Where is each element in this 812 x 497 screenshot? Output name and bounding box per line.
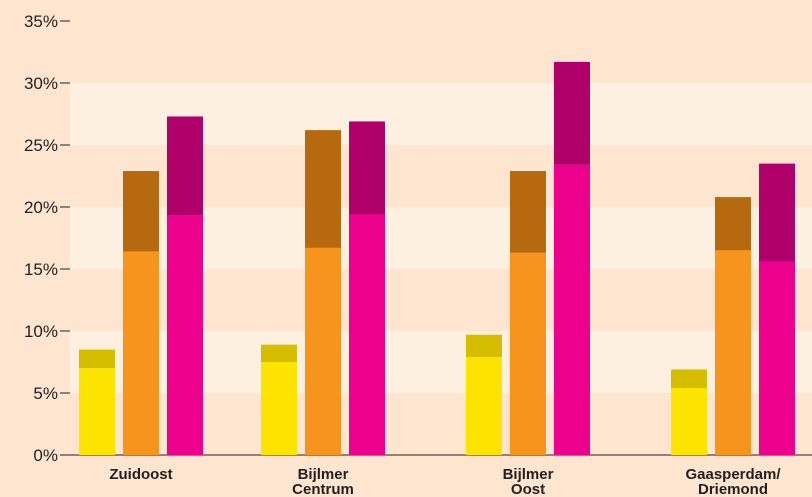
- y-tick-label: 5%: [33, 384, 58, 403]
- category-label-line: Driemond: [698, 481, 768, 497]
- category-label: Zuidoost: [109, 466, 172, 483]
- bar-segment-upper: [554, 61, 590, 165]
- category-label: Bijlmer Centrum: [292, 466, 354, 497]
- bar-segment-lower: [466, 357, 502, 455]
- y-tick-label: 10%: [24, 322, 58, 341]
- bar-segment-lower: [79, 368, 115, 455]
- bars: [79, 61, 795, 455]
- y-tick-label: 15%: [24, 260, 58, 279]
- y-tick-label: 0%: [33, 446, 58, 465]
- category-label-line: Bijlmer: [298, 466, 349, 483]
- bar-segment-lower: [715, 250, 751, 455]
- category-label-line: Bijlmer: [503, 466, 554, 483]
- bar-segment-upper: [79, 349, 115, 369]
- y-tick-label: 20%: [24, 198, 58, 217]
- category-label: Bijlmer Oost: [503, 466, 554, 497]
- bar-segment-lower: [349, 214, 385, 455]
- bar-segment-upper: [349, 121, 385, 215]
- category-label-line: Centrum: [292, 481, 354, 497]
- bar-segment-lower: [305, 247, 341, 455]
- category-label-line: Oost: [511, 481, 545, 497]
- bar-segment-upper: [167, 116, 203, 216]
- bar-segment-upper: [759, 163, 795, 262]
- bar-segment-upper: [671, 369, 707, 389]
- y-tick-label: 35%: [24, 12, 58, 31]
- bar-segment-lower: [554, 164, 590, 455]
- bar-segment-upper: [715, 197, 751, 251]
- bar-segment-lower: [261, 362, 297, 455]
- category-label: Gaasperdam/Driemond: [685, 466, 781, 497]
- bar-segment-upper: [510, 171, 546, 253]
- bar-segment-upper: [466, 334, 502, 358]
- bar-segment-upper: [305, 130, 341, 248]
- bar-segment-lower: [759, 261, 795, 455]
- bar-segment-lower: [510, 252, 546, 455]
- bar-segment-lower: [671, 388, 707, 455]
- y-tick-label: 30%: [24, 74, 58, 93]
- bar-segment-lower: [167, 215, 203, 455]
- y-tick-label: 25%: [24, 136, 58, 155]
- category-label-line: Zuidoost: [109, 466, 172, 483]
- category-label-line: Gaasperdam/: [685, 466, 781, 483]
- bar-segment-upper: [123, 171, 159, 252]
- bar-segment-lower: [123, 251, 159, 455]
- bar-segment-upper: [261, 344, 297, 362]
